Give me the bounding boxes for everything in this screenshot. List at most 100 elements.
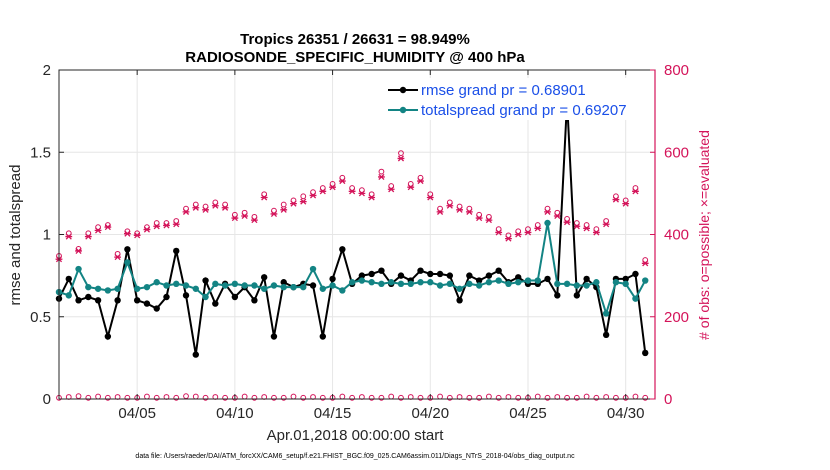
totalspread-point [593,279,600,286]
rmse-point [495,267,502,274]
obs_evaluated-point [612,196,620,203]
obs_evaluated-point [417,177,424,185]
rmse-point [104,333,112,340]
obs_evaluated-point [104,224,112,231]
obs_zero_possible-point [368,394,375,401]
totalspread-point [397,280,405,288]
totalspread-point [475,282,483,289]
obs_zero_possible-point [486,393,492,400]
obs_evaluated-point [407,184,415,191]
obs_evaluated-point [309,192,317,199]
obs_evaluated-point [153,223,161,230]
rmse-point [182,292,190,299]
totalspread-point [524,277,532,284]
obs_evaluated-point [84,233,92,240]
obs_zero_possible-point [222,394,228,401]
obs_evaluated-point [94,227,102,234]
totalspread-point [515,279,522,286]
obs_evaluated-point [133,232,141,239]
y2-tick-label: 400 [664,227,689,244]
obs_evaluated-point [270,210,278,217]
totalspread-point [260,285,268,292]
obs_zero_possible-point [583,393,590,400]
rmse-point [65,275,72,283]
obs_evaluated-point [544,208,551,215]
totalspread-point [114,285,121,292]
rmse-point [602,331,610,339]
obs_zero_possible-point [271,394,277,401]
obs_evaluated-point [446,202,454,209]
x-tick-label: 04/10 [216,405,254,422]
x-tick-label: 04/25 [509,405,547,422]
totalspread-point [202,293,209,301]
y-tick-label: 0 [43,391,51,408]
obs_zero_possible-point [319,394,326,401]
rmse-point [632,270,639,278]
totalspread-point [466,280,473,288]
obs_zero_possible-point [202,394,209,401]
totalspread-point [231,280,239,288]
rmse-point [309,282,317,289]
legend-label-rmse: rmse grand pr = 0.68901 [421,82,586,99]
obs_zero_possible-point [534,393,541,400]
obs_evaluated-point [495,229,503,236]
totalspread-point [622,280,629,288]
y2-tick-label: 600 [664,144,689,161]
totalspread-point [446,280,454,288]
obs_zero_possible-point [300,394,307,401]
rmse-point [427,270,434,278]
obs_zero_possible-point [398,394,404,401]
legend: rmse grand pr = 0.68901 totalspread gran… [384,78,646,120]
obs_evaluated-point [505,235,512,242]
obs_zero_possible-point [632,393,639,400]
obs_zero_possible-point [593,394,600,401]
obs_evaluated-point [387,186,395,193]
obs_zero_possible-point [280,394,287,401]
obs_evaluated-point [358,190,366,197]
obs_zero_possible-point [144,393,150,400]
obs_evaluated-point [329,184,336,191]
obs_zero_possible-point [446,394,453,401]
obs_evaluated-point [143,226,151,233]
obs_zero_possible-point [515,394,522,401]
totalspread-point [427,279,434,286]
totalspread-point [417,279,424,286]
totalspread-point [632,295,639,302]
y-tick-label: 0.5 [30,309,51,326]
rmse-point [75,297,82,304]
rmse-point [270,333,278,340]
legend-box [384,78,646,120]
rmse-point [114,297,121,304]
obs_zero_possible-point [349,394,356,401]
totalspread-point [554,280,561,288]
totalspread-point [378,280,385,288]
totalspread-point [65,292,72,299]
totalspread-point [563,280,571,288]
obs_evaluated-point [211,202,219,209]
obs_evaluated-point [338,177,346,185]
y-axis-label: rmse and totalspread [7,165,24,306]
totalspread-point [339,287,346,294]
totalspread-point [534,277,541,284]
totalspread-point [251,282,258,289]
obs_evaluated-point [221,204,229,211]
obs_evaluated-point [163,222,170,229]
rmse-point [124,246,131,253]
rmse-point [573,292,581,299]
obs_evaluated-point [583,225,591,232]
obs_zero_possible-point [85,394,92,401]
y2-tick-label: 0 [664,391,672,408]
obs_evaluated-point [241,212,249,220]
obs_zero_possible-point [642,394,649,401]
obs_evaluated-point [553,212,561,220]
rmse-point [85,293,92,301]
y-tick-label: 2 [43,62,51,79]
x-tick-label: 04/15 [314,405,352,422]
obs_possible-point [300,193,307,200]
rmse-point [202,277,209,284]
x-tick-label: 04/30 [607,405,645,422]
obs_evaluated-point [114,254,122,261]
totalspread-point [182,282,190,289]
y-axis-right-label: # of obs: o=possible; ×=evaluated [696,130,712,340]
obs_possible-point [398,150,404,157]
